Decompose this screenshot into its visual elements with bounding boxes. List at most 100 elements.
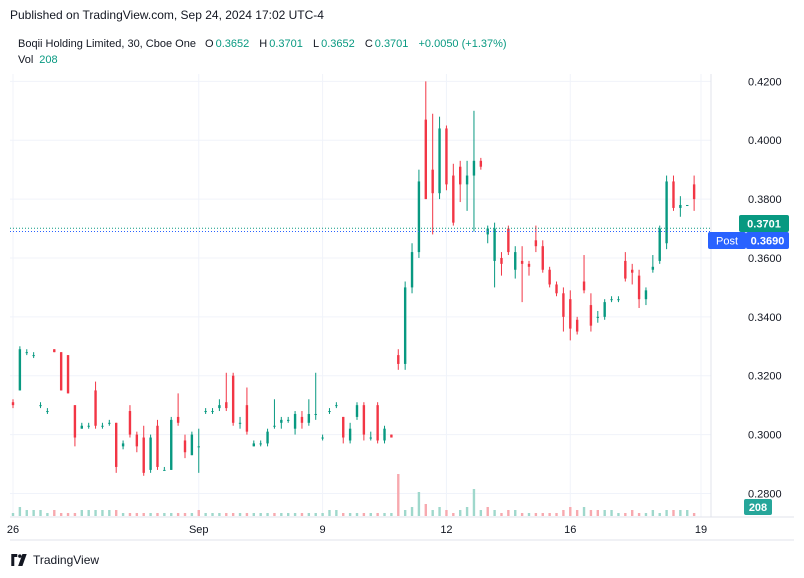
open-label: O	[205, 38, 214, 50]
volume-bar	[548, 513, 551, 516]
high-value: 0.3701	[269, 38, 303, 50]
volume-bar	[465, 507, 469, 516]
volume-bars	[11, 474, 696, 516]
volume-bar	[259, 513, 262, 516]
candle	[417, 169, 421, 258]
candle-body	[73, 405, 77, 438]
candle-body	[369, 437, 372, 439]
candle	[465, 160, 469, 211]
candle	[617, 296, 620, 303]
candle	[225, 372, 228, 412]
candle-body	[135, 434, 139, 447]
volume-bar	[328, 510, 331, 516]
candle	[307, 399, 311, 426]
volume-bar	[231, 513, 235, 516]
post-price-value: 0.3690	[751, 236, 785, 248]
candle-body	[465, 175, 469, 185]
candle	[534, 225, 538, 253]
candle-body	[335, 405, 338, 407]
candle-body	[115, 422, 118, 467]
candle	[596, 310, 599, 323]
candle-body	[163, 469, 166, 471]
published-text: Published on TradingView.com, Sep 24, 20…	[10, 8, 324, 22]
change-value: +0.0050 (+1.37%)	[418, 38, 507, 50]
candle	[328, 408, 331, 414]
candle-body	[493, 228, 496, 261]
price-axis[interactable]: 0.4200 0.4000 0.3800 0.3600 0.3400 0.3200 0.30…	[748, 76, 782, 500]
footer-brand[interactable]: TradingView	[10, 553, 99, 567]
candle-body	[603, 302, 606, 317]
candle-body	[431, 169, 434, 194]
candle	[459, 160, 462, 203]
candle	[176, 393, 180, 426]
candle	[651, 255, 655, 273]
y-tick-label: 0.3400	[748, 312, 782, 324]
candle	[335, 402, 338, 409]
y-tick-label: 0.3800	[748, 194, 782, 206]
candle-body	[403, 287, 407, 364]
candle	[348, 422, 352, 444]
y-tick-label: 0.4200	[748, 76, 782, 88]
candle-body	[355, 405, 359, 417]
candle	[300, 411, 304, 429]
candle	[273, 399, 276, 429]
volume-bar	[176, 513, 180, 516]
candle-body	[417, 181, 421, 253]
candles	[11, 81, 696, 476]
candle-body	[672, 181, 675, 208]
candle	[472, 110, 476, 232]
ohlc-row: Boqii Holding Limited, 30, Cboe One O 0.3…	[18, 36, 509, 52]
close-label: C	[364, 38, 373, 50]
x-tick-label: 9	[320, 524, 326, 536]
candle-body	[534, 240, 538, 247]
candle	[355, 402, 359, 420]
y-tick-label: 0.3600	[748, 253, 782, 265]
low-label: L	[312, 38, 320, 50]
candle-body	[259, 443, 262, 445]
volume-bar	[520, 513, 524, 516]
x-tick-label: 19	[695, 524, 707, 536]
volume-bar	[128, 513, 132, 516]
candle-body	[383, 428, 386, 441]
candle	[156, 419, 159, 470]
candle-body	[555, 284, 558, 294]
candle	[280, 416, 283, 429]
candle-body	[59, 352, 63, 391]
candle-body	[479, 160, 483, 167]
candle-body	[617, 299, 620, 301]
volume-bar	[142, 513, 145, 516]
candle	[197, 428, 200, 473]
candle-body	[438, 128, 441, 194]
volume-bar	[445, 510, 448, 516]
candle-body	[624, 260, 627, 279]
candle	[204, 408, 207, 414]
volume-bar	[18, 507, 22, 516]
volume-bar	[472, 489, 476, 516]
candle-body	[520, 260, 524, 264]
candle-body	[245, 405, 249, 432]
candle	[101, 422, 104, 429]
candle-body	[459, 166, 462, 185]
candle	[541, 240, 544, 273]
candle-body	[589, 305, 593, 326]
volume-bar	[589, 510, 593, 516]
candle-body	[204, 411, 207, 413]
candle-body	[452, 175, 455, 223]
volume-bar	[163, 513, 166, 516]
candle-body	[218, 405, 221, 409]
volume-bar	[108, 510, 111, 516]
candle-body	[18, 349, 22, 391]
candle-body	[176, 416, 180, 423]
volume-bar	[335, 510, 338, 516]
candle	[520, 246, 524, 303]
candle	[108, 419, 111, 426]
candle-body	[53, 349, 56, 353]
time-axis[interactable]: 26Sep91216192325	[7, 524, 804, 536]
volume-bar	[610, 510, 613, 516]
volume-bar	[541, 513, 544, 516]
candle	[548, 266, 551, 288]
candle	[493, 222, 496, 288]
candle	[582, 255, 586, 294]
volume-bar	[287, 513, 290, 516]
